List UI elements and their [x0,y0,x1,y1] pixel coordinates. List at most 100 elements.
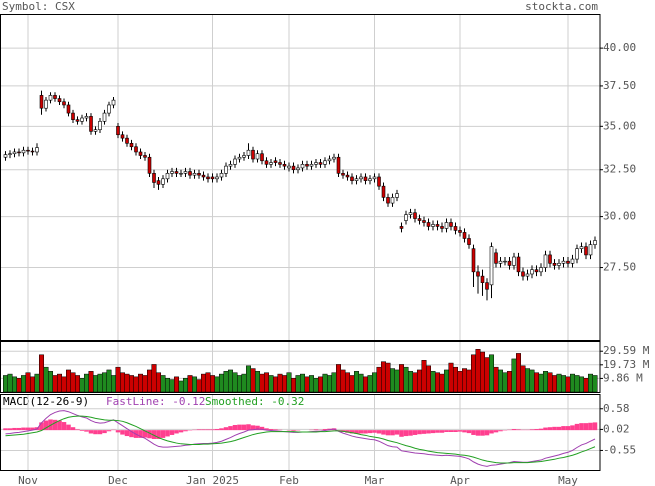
macd-histogram-bar [75,429,80,431]
candle-body [399,226,404,229]
macd-histogram-bar [381,430,386,435]
candle-body [422,220,426,223]
candle-body [134,146,138,153]
macd-histogram-bar [156,430,161,440]
candle-body [44,99,48,109]
macd-histogram-bar [7,428,13,431]
volume-bar [300,373,305,393]
candle-body [309,164,314,167]
panel-frame [0,14,601,341]
x-tick-label: Jan 2025 [186,474,239,486]
volume-bar [160,375,166,393]
volume-bar [25,372,31,393]
candle-body [93,129,98,132]
candle-body [273,160,278,163]
candle-body [557,263,561,266]
candle-body [498,260,503,264]
macd-histogram-bar [417,430,422,435]
macd-histogram-bar [142,430,148,438]
candle-body [341,173,345,176]
volume-bar [489,354,494,393]
volume-bar [273,376,278,393]
macd-histogram-bar [169,430,175,435]
candle-body [75,119,80,122]
volume-bar [381,361,386,393]
candle-body [368,178,372,181]
y-tick-label: 40.00 [603,41,636,54]
candle-body [332,156,336,160]
macd-histogram-bar [21,427,26,431]
macd-histogram-bar [210,429,215,431]
macd-histogram-bar [529,429,535,431]
volume-bar [408,371,413,393]
candle-body [179,173,183,175]
macd-histogram-bar [241,424,247,431]
macd-histogram-bar [403,430,409,437]
macd-histogram-bar [435,430,440,433]
y-tick-label: 29.59 M [603,344,650,357]
macd-histogram-bar [426,430,431,434]
macd-histogram-bar [421,430,427,434]
macd-histogram-bar [588,422,593,431]
panel-frame [0,341,601,393]
volume-bar [484,357,490,393]
volume-bar [75,375,80,393]
volume-bar [376,366,382,393]
candle-body [512,256,516,266]
candle-body [489,246,494,286]
macd-histogram-bar [538,428,544,431]
macd-histogram-bar [291,430,296,431]
candle-body [188,171,192,176]
symbol-title: Symbol: CSX [2,0,75,13]
candle-body [408,212,413,215]
volume-bar [16,377,22,393]
volume-bar [34,373,40,393]
macd-histogram-bar [408,430,413,436]
candle-body [440,226,444,229]
volume-bar [250,368,256,393]
volume-bar [232,372,238,393]
candle-body [156,180,161,185]
candle-body [39,95,44,109]
volume-bar [178,380,184,393]
macd-histogram-bar [79,430,85,431]
macd-histogram-bar [273,429,278,431]
volume-bar [106,369,112,393]
candle-body [48,95,53,101]
macd-histogram-bar [250,425,256,431]
candle-body [579,246,584,249]
macd-histogram-bar [354,430,359,434]
volume-bar [592,375,598,393]
candle-body [26,149,30,152]
candle-body [525,273,530,277]
macd-histogram-bar [552,426,557,431]
candle-body [350,176,354,181]
volume-bar [39,354,44,393]
candle-body [98,121,102,130]
candle-body [390,197,395,204]
macd-histogram-bar [120,430,125,435]
macd-histogram-bar [390,430,395,436]
volume-bar [502,372,508,393]
macd-histogram-bar [61,422,67,431]
macd-histogram-bar [399,430,404,437]
x-tick-label: Mar [365,474,385,486]
volume-bar [516,353,521,393]
macd-histogram-bar [196,429,202,431]
macd-line [5,410,596,467]
volume-bar [327,375,332,393]
volume-bar [88,371,94,393]
macd-histogram-bar [534,429,539,431]
candle-body [264,160,269,165]
macd-histogram-bar [484,430,490,436]
volume-bar [340,369,346,393]
macd-histogram-bar [30,427,35,431]
macd-histogram-bar [453,430,458,432]
macd-histogram-bar [313,429,319,431]
candle-body [57,98,62,103]
macd-histogram-bar [129,430,134,438]
volume-bar [286,372,292,393]
candle-body [318,162,323,165]
macd-histogram-bar [439,430,445,433]
candle-body [17,151,21,154]
